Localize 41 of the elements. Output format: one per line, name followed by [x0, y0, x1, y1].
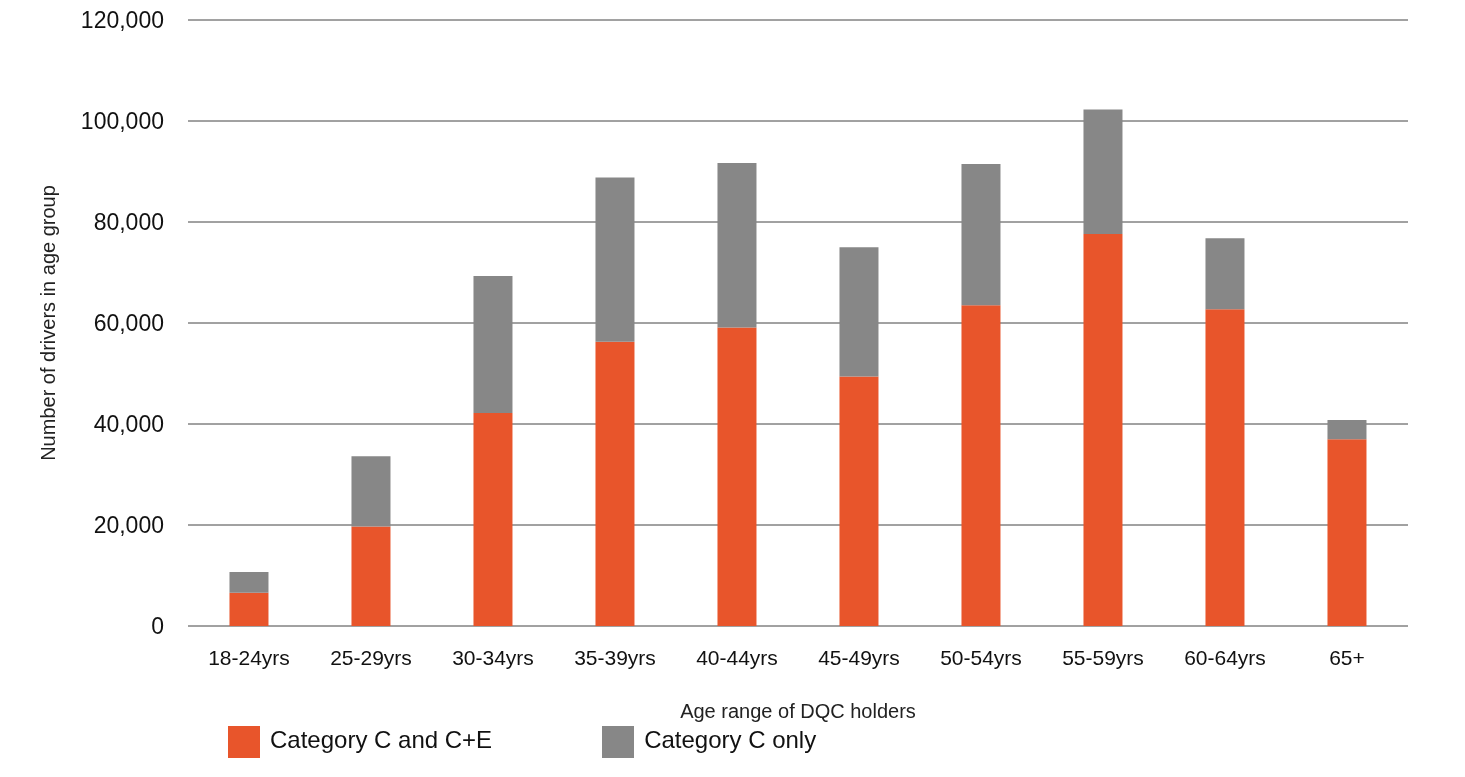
bar — [595, 177, 635, 342]
y-tick-label: 100,000 — [80, 108, 164, 135]
bar — [473, 276, 513, 413]
bar — [839, 247, 879, 377]
x-tick-label: 60-64yrs — [1184, 645, 1266, 669]
x-tick-label: 65+ — [1329, 645, 1365, 669]
y-tick-label: 120,000 — [80, 7, 164, 34]
bar — [717, 162, 757, 328]
x-tick-label: 35-39yrs — [574, 645, 656, 669]
bar — [839, 376, 879, 626]
x-tick-label: 55-59yrs — [1062, 645, 1144, 669]
bar — [1327, 439, 1367, 626]
y-tick-label: 20,000 — [93, 512, 164, 539]
legend-label: Category C and C+E — [270, 726, 493, 754]
bar — [595, 341, 635, 626]
x-tick-label: 40-44yrs — [696, 645, 778, 669]
y-axis-title: Number of drivers in age group — [37, 185, 60, 461]
bar — [1327, 419, 1367, 440]
bar — [473, 412, 513, 626]
bar — [1205, 238, 1245, 310]
x-tick-label: 18-24yrs — [208, 645, 290, 669]
y-tick-label: 60,000 — [93, 310, 164, 337]
legend-label: Category C only — [644, 726, 817, 754]
y-tick-label: 80,000 — [93, 209, 164, 236]
bar — [1083, 234, 1123, 626]
x-tick-label: 50-54yrs — [940, 645, 1022, 669]
bar — [229, 571, 269, 593]
bar — [1083, 109, 1123, 235]
bar — [961, 163, 1001, 306]
bar — [717, 327, 757, 626]
x-axis-title: Age range of DQC holders — [680, 700, 916, 722]
bar — [229, 592, 269, 626]
bar — [351, 456, 391, 527]
y-tick-label: 40,000 — [93, 411, 164, 438]
x-tick-label: 45-49yrs — [818, 645, 900, 669]
y-tick-label: 0 — [151, 613, 164, 640]
bar — [351, 526, 391, 626]
x-tick-label: 25-29yrs — [330, 645, 412, 669]
x-tick-label: 30-34yrs — [452, 645, 534, 669]
bar — [961, 305, 1001, 626]
bar — [1205, 309, 1245, 626]
